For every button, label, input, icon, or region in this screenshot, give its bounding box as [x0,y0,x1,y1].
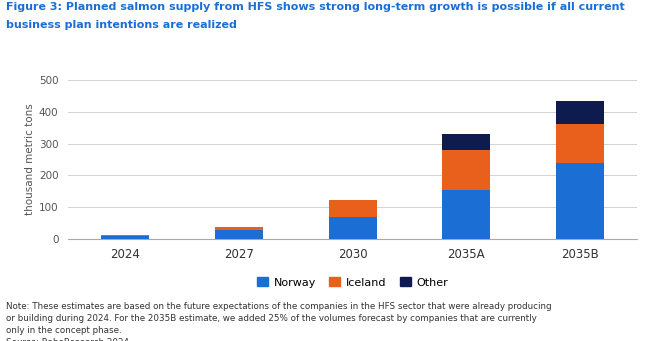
Text: Note: These estimates are based on the future expectations of the companies in t: Note: These estimates are based on the f… [6,302,552,341]
Bar [556,101,604,123]
Bar [443,134,490,150]
Bar [101,236,149,239]
Bar [556,123,604,163]
Bar [215,230,263,239]
Legend: Norway, Iceland, Other: Norway, Iceland, Other [253,273,452,292]
Bar [101,235,149,236]
Bar [329,217,376,239]
Bar [443,190,490,239]
Bar [443,150,490,190]
Bar [215,227,263,230]
Y-axis label: thousand metric tons: thousand metric tons [25,104,34,215]
Bar [556,163,604,239]
Text: business plan intentions are realized: business plan intentions are realized [6,20,237,30]
Bar [329,200,376,217]
Text: Figure 3: Planned salmon supply from HFS shows strong long-term growth is possib: Figure 3: Planned salmon supply from HFS… [6,2,625,12]
